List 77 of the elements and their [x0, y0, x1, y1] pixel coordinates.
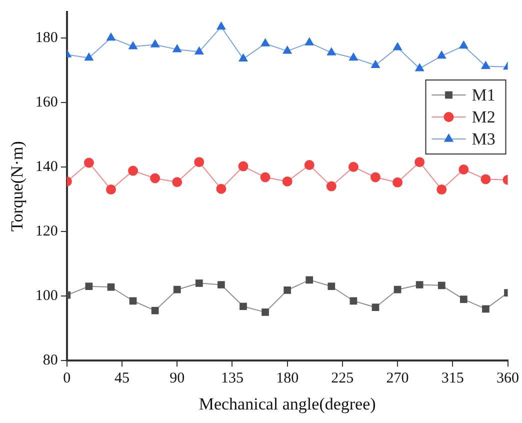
point: [260, 38, 270, 46]
x-tick-label: 0: [63, 370, 71, 387]
point: [370, 172, 380, 182]
point: [150, 173, 160, 184]
point: [414, 157, 425, 168]
point: [151, 306, 159, 314]
point: [458, 164, 469, 175]
point: [371, 60, 380, 68]
point: [392, 177, 403, 188]
point: [129, 297, 137, 305]
legend-label: M2: [472, 107, 496, 126]
point: [218, 281, 225, 288]
point: [394, 286, 402, 294]
legend-label: M3: [472, 129, 496, 148]
y-tick-label: 100: [35, 288, 58, 304]
point: [438, 282, 446, 290]
point: [393, 42, 402, 50]
point: [482, 305, 490, 313]
point: [348, 162, 358, 172]
y-axis-title: Torque(N·m): [8, 141, 27, 232]
point: [172, 44, 182, 52]
x-tick-label: 315: [441, 370, 464, 387]
point: [194, 157, 204, 168]
point: [216, 184, 226, 194]
point: [480, 174, 491, 184]
point: [107, 283, 115, 291]
point: [459, 40, 468, 49]
point: [282, 176, 292, 186]
point: [128, 42, 138, 50]
point: [306, 276, 314, 284]
point: [150, 40, 160, 48]
point: [326, 181, 336, 192]
point: [304, 38, 314, 46]
x-tick-label: 270: [386, 370, 409, 387]
y-tick-label: 140: [35, 158, 58, 175]
point: [260, 172, 270, 182]
point: [481, 61, 490, 69]
point: [350, 297, 358, 305]
point: [460, 296, 468, 303]
point: [195, 279, 203, 287]
point: [415, 63, 424, 72]
x-tick-label: 180: [276, 370, 299, 387]
point: [240, 302, 247, 310]
x-axis-title: Mechanical angle(degree): [198, 394, 376, 414]
x-tick-label: 135: [220, 370, 244, 387]
point: [416, 281, 424, 288]
point: [437, 50, 446, 59]
x-tick-label: 90: [170, 370, 185, 387]
point: [238, 161, 248, 172]
x-tick-label: 225: [331, 370, 354, 387]
legend-label: M1: [472, 85, 496, 104]
point: [304, 160, 314, 170]
y-tick-label: 80: [42, 352, 58, 369]
point: [238, 54, 248, 62]
point: [173, 286, 181, 294]
point: [436, 184, 447, 195]
point: [84, 52, 94, 61]
y-tick-label: 160: [35, 94, 58, 110]
point: [216, 22, 226, 30]
point: [194, 46, 204, 54]
point: [85, 282, 93, 290]
point: [128, 166, 138, 176]
point: [327, 48, 336, 56]
y-tick-label: 180: [35, 30, 58, 46]
point: [106, 32, 116, 41]
point: [328, 282, 336, 290]
point: [262, 308, 269, 316]
y-tick-label: 120: [35, 223, 58, 240]
point: [84, 158, 94, 168]
x-tick-label: 360: [496, 370, 519, 387]
point: [106, 184, 116, 195]
point: [284, 286, 292, 294]
point: [172, 177, 182, 188]
point: [349, 52, 358, 61]
x-tick-label: 45: [114, 370, 130, 387]
point: [282, 46, 292, 54]
point: [372, 304, 380, 312]
